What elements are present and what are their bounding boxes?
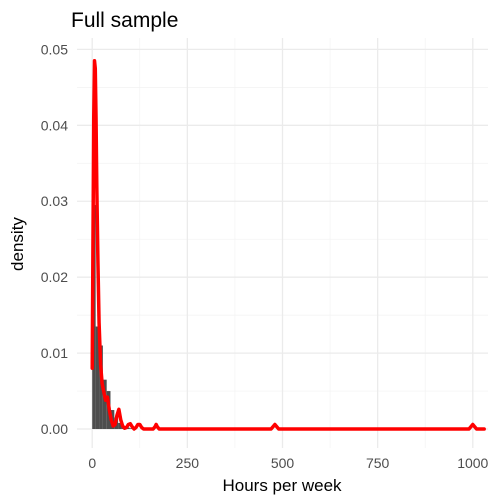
- histogram-bar: [129, 428, 134, 430]
- grid-lines: [77, 38, 488, 448]
- x-tick-label: 1000: [457, 455, 488, 471]
- histogram-bar: [95, 326, 100, 430]
- histogram-bar: [102, 379, 107, 430]
- x-tick-label: 250: [176, 455, 200, 471]
- y-tick-label: 0.03: [41, 193, 68, 209]
- y-tick-label: 0.05: [41, 41, 68, 57]
- histogram-bar: [99, 345, 103, 430]
- y-tick-label: 0.01: [41, 345, 68, 361]
- histogram-bar: [118, 422, 122, 430]
- x-tick-label: 0: [88, 455, 96, 471]
- density-curve-layer: [90, 59, 486, 431]
- x-tick-label: 500: [271, 455, 295, 471]
- y-tick-label: 0.02: [41, 269, 68, 285]
- density-curve-line: [90, 59, 486, 431]
- y-axis-title: density: [8, 217, 27, 271]
- y-tick-label: 0.00: [41, 421, 68, 437]
- y-tick-label: 0.04: [41, 117, 68, 133]
- x-tick-label: 750: [366, 455, 390, 471]
- y-axis-tick-labels: 0.00 0.01 0.02 0.03 0.04 0.05: [41, 41, 68, 437]
- x-axis-title: Hours per week: [222, 476, 342, 495]
- x-axis-tick-labels: 0 250 500 750 1000: [88, 455, 488, 471]
- plot-title: Full sample: [71, 9, 178, 32]
